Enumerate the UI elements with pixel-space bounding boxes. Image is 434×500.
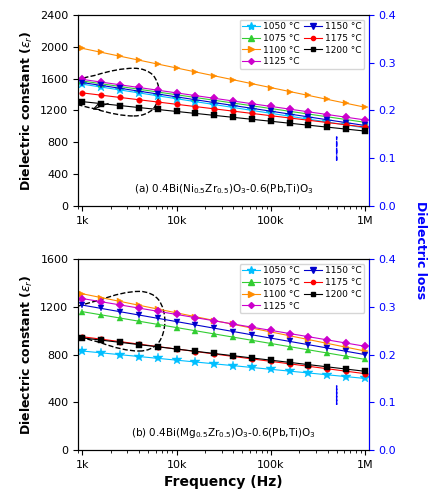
Legend: 1050 °C, 1075 °C, 1100 °C, 1125 °C, 1150 °C, 1175 °C, 1200 °C: 1050 °C, 1075 °C, 1100 °C, 1125 °C, 1150… — [240, 264, 365, 314]
Legend: 1050 °C, 1075 °C, 1100 °C, 1125 °C, 1150 °C, 1175 °C, 1200 °C: 1050 °C, 1075 °C, 1100 °C, 1125 °C, 1150… — [240, 20, 365, 69]
Y-axis label: Dielectric constant ($\varepsilon_r$): Dielectric constant ($\varepsilon_r$) — [19, 274, 35, 435]
Text: (a) 0.4Bi(Ni$_{0.5}$Zr$_{0.5}$)O$_3$-0.6(Pb,Ti)O$_3$: (a) 0.4Bi(Ni$_{0.5}$Zr$_{0.5}$)O$_3$-0.6… — [134, 182, 313, 196]
X-axis label: Frequency (Hz): Frequency (Hz) — [164, 476, 283, 490]
Text: Dielectric loss: Dielectric loss — [414, 201, 427, 299]
Text: (b) 0.4Bi(Mg$_{0.5}$Zr$_{0.5}$)O$_3$-0.6(Pb,Ti)O$_3$: (b) 0.4Bi(Mg$_{0.5}$Zr$_{0.5}$)O$_3$-0.6… — [131, 426, 316, 440]
Y-axis label: Dielectric constant ($\varepsilon_r$): Dielectric constant ($\varepsilon_r$) — [19, 30, 35, 190]
